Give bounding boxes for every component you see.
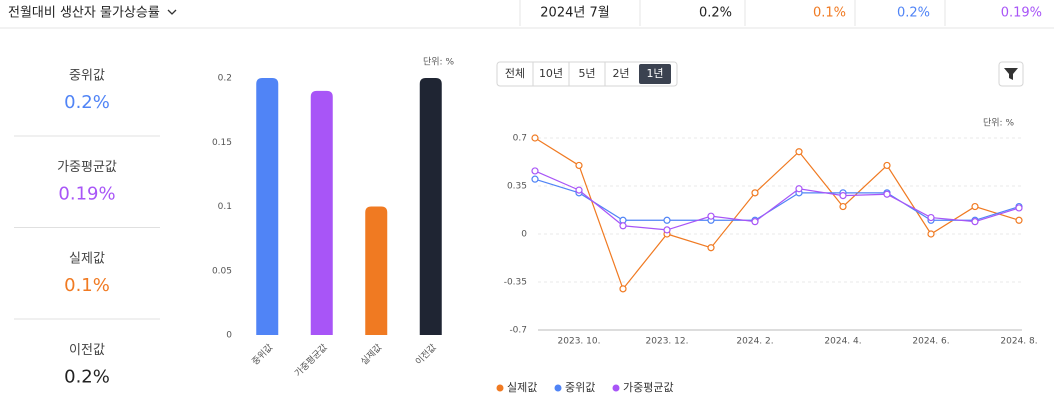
x-tick-label: 2024. 4. bbox=[824, 337, 861, 347]
legend-label[interactable]: 가중평균값 bbox=[623, 381, 674, 394]
point bbox=[751, 218, 759, 226]
point bbox=[707, 244, 715, 252]
filter-icon bbox=[1004, 68, 1018, 80]
point bbox=[619, 222, 627, 230]
y-tick-label: 0.15 bbox=[212, 138, 232, 148]
x-tick-label: 실제값 bbox=[358, 341, 384, 367]
y-tick-label: 0.05 bbox=[212, 266, 232, 276]
stat-value: 0.1% bbox=[64, 275, 110, 296]
point bbox=[971, 202, 979, 211]
stat-label: 이전값 bbox=[69, 343, 105, 358]
point bbox=[531, 134, 539, 142]
y-tick-label: -0.7 bbox=[509, 326, 527, 336]
point bbox=[795, 185, 803, 193]
y-tick-label: 0.35 bbox=[507, 182, 527, 192]
y-tick-label: -0.35 bbox=[504, 278, 527, 288]
header-value: 0.2% bbox=[699, 6, 732, 21]
x-tick-label: 중위값 bbox=[249, 341, 275, 367]
stat-value: 0.19% bbox=[58, 184, 115, 205]
line-series bbox=[534, 178, 1020, 221]
header-value: 0.1% bbox=[813, 6, 846, 21]
line-series bbox=[534, 170, 1020, 231]
range-button[interactable]: 10년 bbox=[539, 67, 563, 80]
range-button-selected[interactable] bbox=[639, 64, 671, 84]
header-value: 0.19% bbox=[1001, 6, 1042, 21]
range-button[interactable]: 1년 bbox=[646, 67, 663, 80]
dropdown-icon[interactable] bbox=[167, 9, 177, 15]
unit-label: 단위: % bbox=[983, 118, 1014, 129]
point bbox=[575, 161, 583, 170]
legend-swatch bbox=[496, 384, 504, 392]
y-tick-label: 0 bbox=[226, 331, 232, 341]
bar bbox=[256, 78, 279, 335]
y-tick-label: 0.2 bbox=[218, 74, 232, 84]
stat-label: 실제값 bbox=[69, 252, 105, 267]
point bbox=[531, 175, 539, 183]
point bbox=[531, 167, 539, 175]
x-tick-label: 2023. 10. bbox=[558, 337, 601, 347]
point bbox=[707, 212, 715, 220]
point bbox=[839, 192, 847, 200]
stat-label: 중위값 bbox=[69, 69, 105, 84]
header-period: 2024년 7월 bbox=[540, 6, 609, 21]
bar bbox=[419, 78, 442, 335]
range-button[interactable]: 전체 bbox=[505, 67, 525, 80]
point bbox=[575, 186, 583, 194]
point bbox=[1015, 204, 1023, 212]
range-button[interactable]: 2년 bbox=[612, 67, 629, 80]
legend-label[interactable]: 실제값 bbox=[507, 381, 537, 394]
range-button[interactable]: 5년 bbox=[578, 67, 595, 80]
stat-value: 0.2% bbox=[64, 367, 110, 388]
point bbox=[883, 161, 891, 170]
bar bbox=[310, 90, 333, 335]
stat-value: 0.2% bbox=[64, 92, 110, 113]
x-tick-label: 이전값 bbox=[413, 341, 439, 367]
x-tick-label: 2023. 12. bbox=[646, 337, 689, 347]
y-tick-label: 0 bbox=[521, 230, 527, 240]
x-tick-label: 가중평균값 bbox=[292, 341, 330, 379]
header-title[interactable]: 전월대비 생산자 물가상승률 bbox=[8, 6, 160, 21]
unit-label: 단위: % bbox=[423, 57, 454, 68]
point bbox=[927, 230, 935, 238]
point bbox=[751, 189, 759, 197]
point bbox=[839, 202, 847, 211]
point bbox=[663, 216, 671, 224]
point bbox=[1015, 216, 1023, 224]
y-tick-label: 0.7 bbox=[513, 134, 527, 144]
header-value: 0.2% bbox=[897, 6, 930, 21]
legend-swatch bbox=[554, 384, 562, 392]
point bbox=[663, 226, 671, 234]
point bbox=[971, 218, 979, 226]
line-series bbox=[534, 137, 1020, 291]
x-tick-label: 2024. 8. bbox=[1000, 337, 1037, 347]
point bbox=[619, 285, 627, 293]
x-tick-label: 2024. 6. bbox=[912, 337, 949, 347]
range-group bbox=[496, 61, 678, 87]
bar bbox=[365, 206, 388, 335]
point bbox=[883, 190, 891, 198]
legend-swatch bbox=[612, 384, 620, 392]
point bbox=[795, 148, 803, 156]
y-tick-label: 0.1 bbox=[218, 202, 232, 212]
stat-label: 가중평균값 bbox=[57, 160, 117, 175]
x-tick-label: 2024. 2. bbox=[736, 337, 773, 347]
legend-label[interactable]: 중위값 bbox=[565, 381, 595, 394]
point bbox=[927, 213, 935, 222]
